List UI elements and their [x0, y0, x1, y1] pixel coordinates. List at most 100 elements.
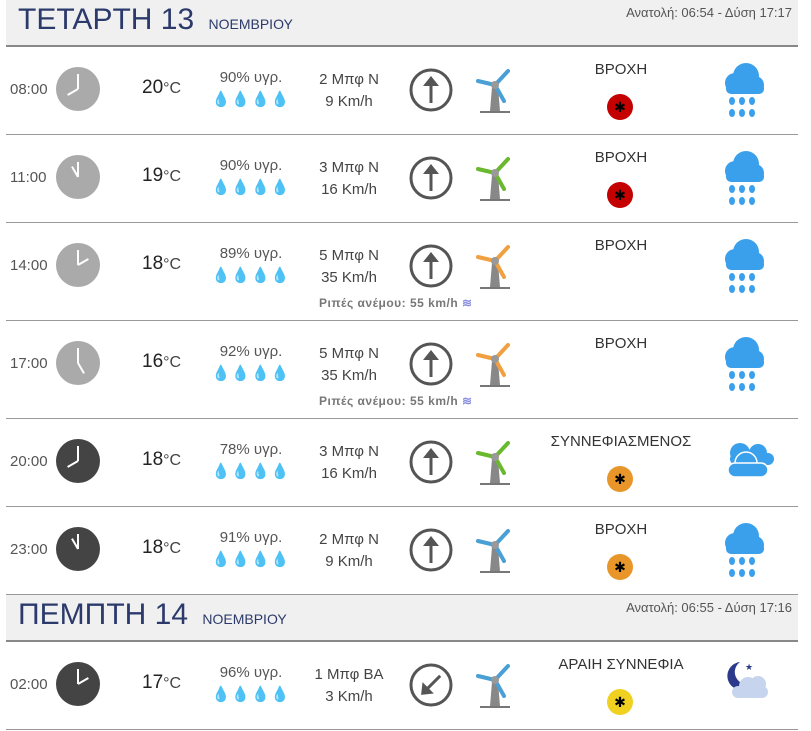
- condition: ΒΡΟΧΗ: [594, 521, 648, 538]
- day-header: ΠΕΜΠΤΗ 14 ΝΟΕΜΒΡΙΟΥ Ανατολή: 06:55 - Δύση…: [6, 595, 798, 642]
- humidity: 78% υγρ. 💧💧💧💧: [206, 441, 296, 480]
- weather-rain-icon: [718, 521, 768, 586]
- time: 17:00: [10, 355, 48, 372]
- humidity-text: 91% υγρ.: [219, 529, 283, 546]
- humidity-drops-icon: 💧💧💧💧: [211, 91, 291, 108]
- month: ΝΟΕΜΒΡΙΟΥ: [202, 611, 287, 627]
- condition: ΒΡΟΧΗ: [594, 149, 648, 166]
- wind-beaufort: 1 Μπφ ΒΑ: [314, 666, 384, 683]
- clock-icon: [56, 662, 100, 711]
- humidity-drops-icon: 💧💧💧💧: [211, 463, 291, 480]
- wind-speed: 9 Km/h: [325, 553, 373, 570]
- weather-rain-icon: [718, 61, 768, 126]
- wind-direction-arrow-icon: [408, 341, 454, 392]
- time: 02:00: [10, 676, 48, 693]
- wind-speed: 3 Km/h: [325, 688, 373, 705]
- sunrise-sunset: Ανατολή: 06:55 - Δύση 17:16: [626, 600, 792, 615]
- wind-turbine-icon: [468, 65, 518, 120]
- sunrise-sunset: Ανατολή: 06:54 - Δύση 17:17: [626, 5, 792, 20]
- weather-rain-icon: [718, 237, 768, 302]
- temperature: 20°C: [142, 77, 182, 98]
- wind-turbine-icon: [468, 241, 518, 296]
- wind-turbine-icon: [468, 339, 518, 394]
- humidity: 89% υγρ. 💧💧💧💧: [206, 245, 296, 284]
- forecast-row: 17:00 16°C 92% υγρ. 💧💧💧💧 5 Μπφ N 35 Km/h Ρ…: [6, 321, 798, 419]
- condition: ΑΡΑΙΗ ΣΥΝΝΕΦΙΑ: [558, 656, 684, 673]
- wind-turbine-icon: [468, 660, 518, 715]
- clock-icon: [56, 243, 100, 292]
- weather-clouds-icon: [718, 433, 778, 488]
- forecast-row: 20:00 18°C 78% υγρ. 💧💧💧💧 3 Μπφ N 16 Km/h Σ…: [6, 419, 798, 507]
- wind: 5 Μπφ N 35 Km/h: [306, 245, 392, 289]
- humidity: 96% υγρ. 💧💧💧💧: [206, 664, 296, 703]
- humidity: 90% υγρ. 💧💧💧💧: [206, 157, 296, 196]
- humidity: 91% υγρ. 💧💧💧💧: [206, 529, 296, 568]
- wind-speed: 16 Km/h: [321, 465, 377, 482]
- humidity: 92% υγρ. 💧💧💧💧: [206, 343, 296, 382]
- wind-turbine-icon: [468, 525, 518, 580]
- wind-beaufort: 2 Μπφ N: [319, 531, 379, 548]
- weather-night-cloud-icon: ★: [718, 656, 774, 711]
- weather-rain-icon: [718, 335, 768, 400]
- wind-gust-icon: ≋: [462, 394, 473, 408]
- humidity-drops-icon: 💧💧💧💧: [211, 267, 291, 284]
- forecast-list: ΤΕΤΑΡΤΗ 13 ΝΟΕΜΒΡΙΟΥ Ανατολή: 06:54 - Δύσ…: [6, 0, 798, 730]
- temperature: 17°C: [142, 672, 182, 693]
- wind-direction-arrow-icon: [408, 662, 454, 713]
- temperature: 18°C: [142, 253, 182, 274]
- wind: 2 Μπφ N 9 Km/h: [306, 69, 392, 113]
- humidity-text: 92% υγρ.: [219, 343, 283, 360]
- wind-gust-icon: ≋: [462, 296, 473, 310]
- mosquito-icon: ✱: [607, 689, 633, 715]
- wind: 1 Μπφ ΒΑ 3 Km/h: [306, 664, 392, 708]
- wind-direction-arrow-icon: [408, 243, 454, 294]
- month: ΝΟΕΜΒΡΙΟΥ: [208, 16, 293, 32]
- day-name: ΠΕΜΠΤΗ 14 ΝΟΕΜΒΡΙΟΥ: [18, 598, 287, 631]
- forecast-row: 02:00 17°C 96% υγρ. 💧💧💧💧 1 Μπφ ΒΑ 3 Km/h Α…: [6, 642, 798, 730]
- humidity-drops-icon: 💧💧💧💧: [211, 365, 291, 382]
- mosquito-icon: ✱: [607, 466, 633, 492]
- wind-beaufort: 5 Μπφ N: [319, 247, 379, 264]
- svg-text:★: ★: [745, 662, 753, 672]
- wind: 3 Μπφ N 16 Km/h: [306, 441, 392, 485]
- humidity-text: 78% υγρ.: [219, 441, 283, 458]
- forecast-row: 11:00 19°C 90% υγρ. 💧💧💧💧 3 Μπφ N 16 Km/h Β…: [6, 135, 798, 223]
- temperature: 18°C: [142, 537, 182, 558]
- wind: 2 Μπφ N 9 Km/h: [306, 529, 392, 573]
- wind-speed: 9 Km/h: [325, 93, 373, 110]
- time: 11:00: [10, 169, 47, 186]
- humidity: 90% υγρ. 💧💧💧💧: [206, 69, 296, 108]
- condition: ΣΥΝΝΕΦΙΑΣΜΕΝΟΣ: [550, 433, 692, 450]
- condition: ΒΡΟΧΗ: [594, 61, 648, 78]
- forecast-row: 08:00 20°C 90% υγρ. 💧💧💧💧 2 Μπφ N 9 Km/h ΒΡ…: [6, 47, 798, 135]
- temperature: 19°C: [142, 165, 182, 186]
- humidity-drops-icon: 💧💧💧💧: [211, 686, 291, 703]
- wind-direction-arrow-icon: [408, 527, 454, 578]
- humidity-text: 90% υγρ.: [219, 157, 283, 174]
- humidity-drops-icon: 💧💧💧💧: [211, 179, 291, 196]
- forecast-row: 23:00 18°C 91% υγρ. 💧💧💧💧 2 Μπφ N 9 Km/h ΒΡ…: [6, 507, 798, 595]
- temperature: 18°C: [142, 449, 182, 470]
- forecast-row: 14:00 18°C 89% υγρ. 💧💧💧💧 5 Μπφ N 35 Km/h Ρ…: [6, 223, 798, 321]
- wind-gust: Ριπές ανέμου: 55 km/h ≋: [319, 394, 473, 408]
- condition: ΒΡΟΧΗ: [594, 237, 648, 254]
- humidity-drops-icon: 💧💧💧💧: [211, 551, 291, 568]
- wind: 5 Μπφ N 35 Km/h: [306, 343, 392, 387]
- condition: ΒΡΟΧΗ: [594, 335, 648, 352]
- weather-rain-icon: [718, 149, 768, 214]
- wind: 3 Μπφ N 16 Km/h: [306, 157, 392, 201]
- time: 20:00: [10, 453, 48, 470]
- wind-turbine-icon: [468, 437, 518, 492]
- clock-icon: [56, 527, 100, 576]
- wind-beaufort: 3 Μπφ N: [319, 443, 379, 460]
- clock-icon: [56, 341, 100, 390]
- humidity-text: 90% υγρ.: [219, 69, 283, 86]
- wind-beaufort: 3 Μπφ N: [319, 159, 379, 176]
- clock-icon: [56, 155, 100, 204]
- wind-speed: 35 Km/h: [321, 269, 377, 286]
- clock-icon: [56, 67, 100, 116]
- wind-beaufort: 2 Μπφ N: [319, 71, 379, 88]
- wind-turbine-icon: [468, 153, 518, 208]
- humidity-text: 89% υγρ.: [219, 245, 283, 262]
- wind-direction-arrow-icon: [408, 439, 454, 490]
